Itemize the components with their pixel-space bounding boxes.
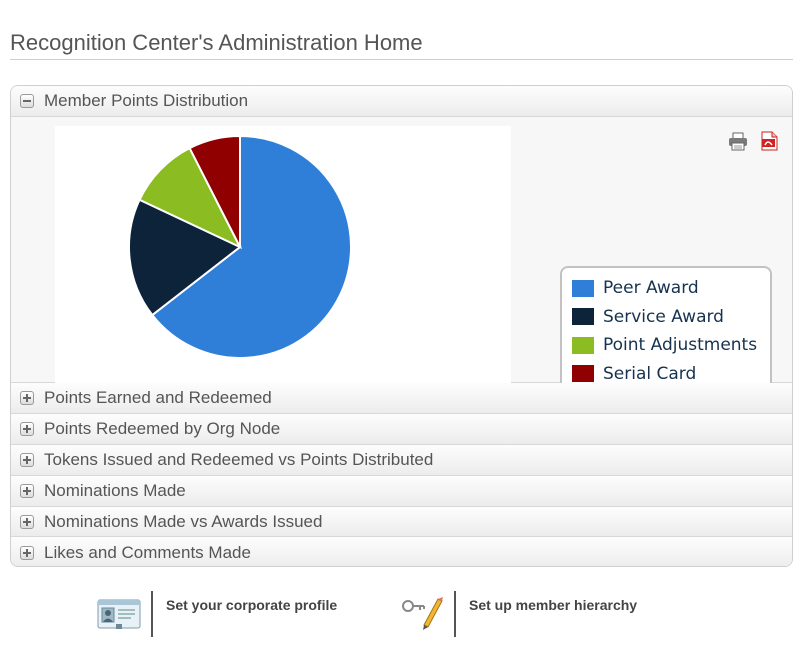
legend-label: Serial Card <box>603 363 697 384</box>
section-label: Likes and Comments Made <box>44 542 251 562</box>
legend-swatch <box>572 365 594 383</box>
expand-plus-icon[interactable] <box>20 545 34 560</box>
pie-slice-peer-award[interactable] <box>150 134 352 359</box>
legend-item-peer-award[interactable]: Peer Award <box>572 274 770 303</box>
section-label: Nominations Made vs Awards Issued <box>44 511 323 531</box>
quick-link-member-hierarchy[interactable]: Set up member hierarchy <box>400 585 637 637</box>
section-header-likes-comments[interactable]: Likes and Comments Made <box>11 537 792 566</box>
pie-slice-serial-card[interactable] <box>188 134 241 248</box>
section-header-nominations[interactable]: Nominations Made <box>11 476 792 507</box>
section-header-points-earned[interactable]: Points Earned and Redeemed <box>11 383 792 414</box>
expand-plus-icon[interactable] <box>20 514 34 529</box>
reports-accordion: Member Points Distribution <box>10 85 793 567</box>
section-header-points-redeemed-org[interactable]: Points Redeemed by Org Node <box>11 414 792 445</box>
section-label: Nominations Made <box>44 481 186 500</box>
expand-plus-icon[interactable] <box>20 453 34 467</box>
id-card-icon <box>97 597 141 636</box>
legend-label: Point Adjustments <box>603 335 758 356</box>
legend-item-serial-card[interactable]: Serial Card <box>572 360 770 389</box>
section-label: Points Earned and Redeemed <box>44 388 272 407</box>
member-hierarchy-link[interactable]: Set up member hierarchy <box>469 597 638 613</box>
expand-plus-icon[interactable] <box>20 391 34 405</box>
key-pencil-icon <box>400 595 444 636</box>
chart-area <box>55 126 511 383</box>
section-body-member-points: Peer Award Service Award Point Adjustments… <box>11 117 792 394</box>
expand-plus-icon[interactable] <box>20 422 34 436</box>
legend-swatch <box>572 279 594 297</box>
page-title: Recognition Center's Administration Home <box>10 30 423 55</box>
section-label: Tokens Issued and Redeemed vs Points Dis… <box>44 450 434 469</box>
chart-tools <box>728 131 778 156</box>
link-divider <box>454 591 456 637</box>
pie-slice-point-adjustments[interactable] <box>138 146 243 250</box>
section-header-nominations-vs-awards[interactable]: Nominations Made vs Awards Issued <box>11 507 792 537</box>
pie-chart <box>128 134 352 359</box>
collapse-minus-icon[interactable] <box>20 94 34 108</box>
section-label: Points Redeemed by Org Node <box>44 419 281 438</box>
printer-icon[interactable] <box>728 131 748 156</box>
legend-swatch <box>572 308 594 326</box>
legend-label: Service Award <box>603 306 724 327</box>
pdf-icon[interactable] <box>760 131 778 156</box>
section-label: Member Points Distribution <box>44 91 249 110</box>
corporate-profile-link[interactable]: Set your corporate profile <box>166 597 338 613</box>
title-divider <box>10 59 793 60</box>
section-header-tokens[interactable]: Tokens Issued and Redeemed vs Points Dis… <box>11 445 792 476</box>
quick-links: Set your corporate profile Set up member… <box>0 585 798 640</box>
quick-link-corporate-profile[interactable]: Set your corporate profile <box>97 585 337 637</box>
legend-label: Peer Award <box>603 278 699 299</box>
expand-plus-icon[interactable] <box>20 484 34 498</box>
legend-swatch <box>572 336 594 354</box>
pie-slice-service-award[interactable] <box>128 198 242 317</box>
legend-item-service-award[interactable]: Service Award <box>572 303 770 332</box>
section-header-member-points[interactable]: Member Points Distribution <box>11 86 792 117</box>
chart-legend: Peer Award Service Award Point Adjustments… <box>560 266 772 394</box>
legend-item-point-adjustments[interactable]: Point Adjustments <box>572 331 770 360</box>
link-divider <box>151 591 153 637</box>
